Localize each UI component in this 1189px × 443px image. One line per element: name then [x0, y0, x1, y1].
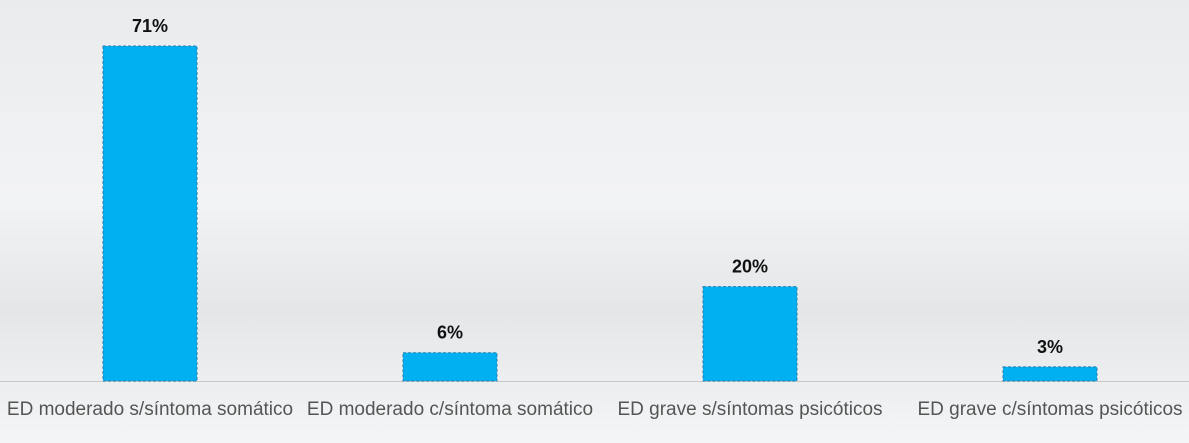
page: 71% 6% 20% 3% ED moderado s/síntoma somátic… — [0, 0, 1189, 443]
bar — [403, 353, 497, 381]
bar — [1003, 367, 1097, 381]
x-tick-label: ED moderado s/síntoma somático — [0, 399, 300, 421]
value-label: 6% — [437, 323, 463, 343]
bar — [103, 46, 197, 381]
chart: 71% 6% 20% 3% — [0, 0, 1189, 443]
value-label: 71% — [132, 16, 168, 36]
x-tick-label: ED grave c/síntomas psicóticos — [900, 399, 1189, 421]
x-tick-label: ED grave s/síntomas psicóticos — [600, 399, 900, 421]
value-label: 20% — [732, 257, 768, 277]
value-label: 3% — [1037, 337, 1063, 357]
x-tick-label: ED moderado c/síntoma somático — [300, 399, 600, 421]
bar — [703, 287, 797, 381]
